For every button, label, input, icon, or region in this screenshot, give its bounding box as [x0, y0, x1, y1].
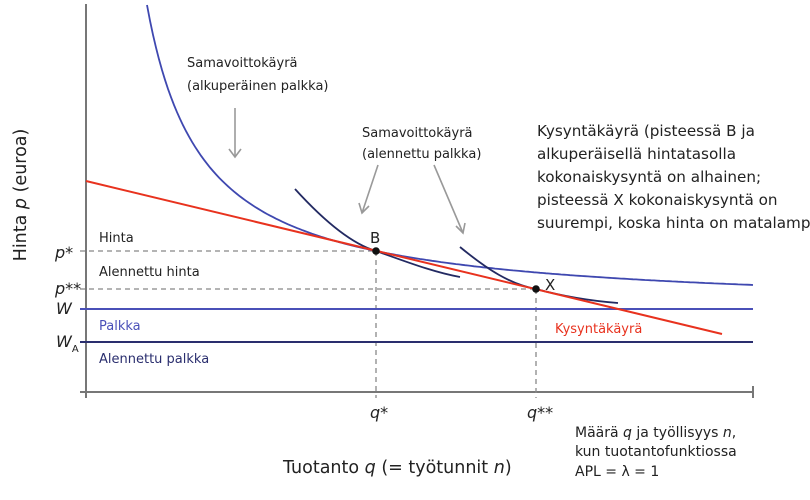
arrow-icon: [361, 164, 379, 214]
demand-note-line: suurempi, koska hinta on matalampi): [537, 214, 810, 232]
demand-note: Kysyntäkäyrä (pisteessä B ja alkuperäise…: [537, 122, 810, 232]
note-part: ,: [732, 425, 736, 441]
price-label: Hinta: [99, 231, 134, 246]
demand-curve: [85, 180, 723, 335]
isoprofit-reduced-label-2: (alennettu palkka): [362, 147, 481, 162]
x-title-part: (= työtunnit: [376, 458, 494, 478]
p-star2-tick: p**: [54, 279, 81, 298]
w-tick: W: [56, 299, 73, 318]
demand-note-line: alkuperäisellä hintatasolla: [537, 145, 736, 163]
demand-note-line: Kysyntäkäyrä (pisteessä B ja: [537, 122, 755, 140]
y-title-part: Hinta: [11, 209, 31, 261]
x-title-var: q: [365, 458, 376, 478]
wa-tick: WA: [56, 332, 79, 355]
isoprofit-curve-reduced-x: [459, 246, 619, 304]
q-star2-tick: q**: [527, 403, 553, 422]
quantity-note-line: APL = λ = 1: [575, 464, 659, 480]
point-b-label: B: [370, 229, 380, 247]
x-title-var: n: [494, 458, 505, 478]
quantity-note-line: Määrä q ja työllisyys n,: [575, 425, 736, 441]
arrow-head-icon: [455, 222, 466, 235]
arrow-head-icon: [358, 202, 370, 215]
note-part: Määrä: [575, 425, 623, 441]
wa-main: W: [56, 332, 73, 351]
isoprofit-curve-original: [146, 4, 754, 286]
wa-sub: A: [72, 344, 79, 355]
point-b: [372, 247, 380, 255]
note-part: q: [623, 425, 632, 441]
y-title-part: (euroa): [11, 129, 31, 198]
note-part: ja työllisyys: [632, 425, 723, 441]
arrow-icon: [433, 164, 464, 234]
y-axis-title: Hinta p (euroa): [11, 129, 31, 262]
demand-note-line: pisteessä X kokonaiskysyntä on: [537, 191, 778, 209]
p-star-tick: p*: [54, 243, 73, 262]
demand-note-line: kokonaiskysyntä on alhainen;: [537, 168, 761, 186]
x-axis-title: Tuotanto q (= työtunnit n): [282, 458, 512, 478]
point-x: [532, 285, 540, 293]
wage-label: Palkka: [99, 319, 141, 334]
point-x-label: X: [545, 276, 555, 294]
x-title-part: Tuotanto: [282, 458, 365, 478]
demand-curve-label: Kysyntäkäyrä: [555, 322, 642, 337]
isoprofit-reduced-label-1: Samavoittokäyrä: [362, 126, 473, 141]
reduced-wage-label: Alennettu palkka: [99, 352, 209, 367]
isoprofit-original-label-1: Samavoittokäyrä: [187, 56, 298, 71]
q-star-tick: q*: [370, 403, 388, 422]
quantity-note: Määrä q ja työllisyys n, kun tuotantofun…: [575, 425, 737, 480]
arrow-head-icon: [228, 148, 242, 159]
y-title-var: p: [11, 198, 31, 210]
x-title-part: ): [505, 458, 512, 478]
arrow-icons: [228, 108, 466, 235]
isoprofit-original-label-2: (alkuperäinen palkka): [187, 79, 329, 94]
reduced-price-label: Alennettu hinta: [99, 265, 200, 280]
quantity-note-line: kun tuotantofunktiossa: [575, 444, 737, 460]
note-part: n: [723, 425, 732, 441]
